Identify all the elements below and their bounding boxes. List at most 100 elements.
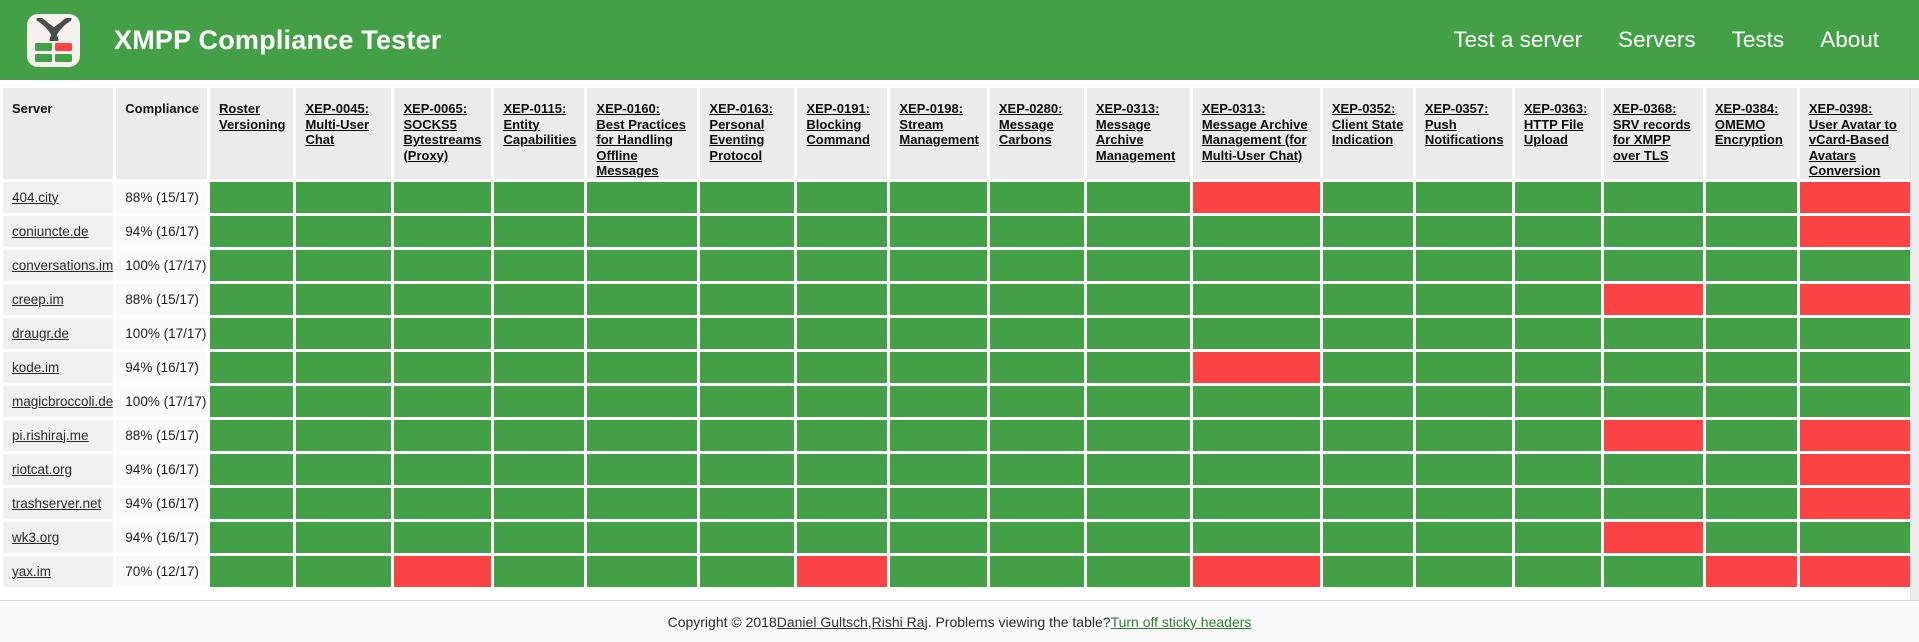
server-cell: conversations.im — [3, 249, 114, 281]
server-link[interactable]: trashserver.net — [12, 495, 102, 511]
server-cell: wk3.org — [3, 521, 114, 553]
result-cell-pass — [1514, 317, 1601, 349]
compliance-cell: 88% (15/17) — [116, 283, 207, 315]
server-row: kode.im 94% (16/17) — [3, 351, 1912, 383]
result-cell-pass — [494, 317, 585, 349]
result-cell-pass — [1705, 249, 1797, 281]
server-link[interactable]: coniuncte.de — [12, 223, 89, 239]
compliance-cell: 70% (12/17) — [116, 555, 207, 587]
xep-spec-link[interactable]: XEP-0357: Push Notifications — [1424, 101, 1504, 147]
xep-spec-link[interactable]: Roster Versioning — [218, 101, 286, 132]
compliance-value: 94% (16/17) — [125, 359, 199, 375]
compliance-cell: 88% (15/17) — [116, 419, 207, 451]
xep-spec-link[interactable]: XEP-0191: Blocking Command — [806, 101, 870, 147]
result-cell-pass — [296, 351, 392, 383]
result-cell-pass — [1705, 521, 1797, 553]
server-link[interactable]: conversations.im — [12, 257, 114, 273]
result-cell-pass — [1415, 181, 1512, 213]
result-cell-pass — [494, 181, 585, 213]
server-link[interactable]: creep.im — [12, 291, 64, 307]
nav-tests[interactable]: Tests — [1731, 27, 1785, 52]
xep-spec-link[interactable]: XEP-0198: Stream Management — [899, 101, 979, 147]
app-logo[interactable] — [27, 13, 80, 67]
result-cell-pass — [1192, 419, 1320, 451]
result-cell-pass — [1192, 317, 1320, 349]
result-cell-pass — [587, 317, 698, 349]
nav-about[interactable]: About — [1820, 27, 1879, 52]
xep-spec-link[interactable]: XEP-0313: Message Archive Management (fo… — [1201, 101, 1308, 163]
xep-spec-link[interactable]: XEP-0363: HTTP File Upload — [1523, 101, 1588, 147]
result-cell-pass — [494, 419, 585, 451]
result-cell-pass — [587, 385, 698, 417]
server-link[interactable]: wk3.org — [12, 529, 60, 545]
result-cell-pass — [1086, 521, 1190, 553]
server-row: riotcat.org 94% (16/17) — [3, 453, 1912, 485]
compliance-cell: 100% (17/17) — [116, 249, 207, 281]
xep-spec-link[interactable]: XEP-0398: User Avatar to vCard-Based Ava… — [1808, 101, 1897, 178]
result-cell-pass — [1415, 351, 1512, 383]
result-cell-pass — [1514, 283, 1601, 315]
server-link[interactable]: draugr.de — [12, 325, 70, 341]
result-cell-pass — [1603, 317, 1703, 349]
xep-spec-link[interactable]: XEP-0384: OMEMO Encryption — [1714, 101, 1783, 147]
result-cell-pass — [989, 351, 1084, 383]
column-header-xep: XEP-0115: Entity Capabilities — [494, 88, 585, 179]
result-cell-pass — [1086, 487, 1190, 519]
result-cell-pass — [1514, 351, 1601, 383]
result-cell-pass — [394, 385, 492, 417]
xep-spec-link[interactable]: XEP-0045: Multi-User Chat — [305, 101, 370, 147]
result-cell-pass — [797, 385, 888, 417]
result-cell-pass — [989, 181, 1084, 213]
problems-text: . Problems viewing the table? — [927, 613, 1111, 630]
server-row: yax.im 70% (12/17) — [3, 555, 1912, 587]
result-cell-pass — [1322, 351, 1413, 383]
server-link[interactable]: 404.city — [12, 189, 59, 205]
server-link[interactable]: magicbroccoli.de — [12, 393, 114, 409]
result-cell-pass — [989, 317, 1084, 349]
result-cell-pass — [1514, 181, 1601, 213]
vertical-scrollbar[interactable] — [1910, 88, 1919, 600]
xep-spec-link[interactable]: XEP-0352: Client State Indication — [1331, 101, 1404, 147]
result-cell-pass — [890, 453, 987, 485]
result-cell-pass — [989, 419, 1084, 451]
result-cell-pass — [494, 249, 585, 281]
nav-test-a-server[interactable]: Test a server — [1453, 27, 1583, 52]
author-link-daniel-gultsch[interactable]: Daniel Gultsch — [776, 613, 868, 630]
author-link-rishi-raj[interactable]: Rishi Raj — [871, 613, 928, 630]
result-cell-pass — [1415, 215, 1512, 247]
result-cell-pass — [1415, 453, 1512, 485]
logo-cell-green — [35, 42, 52, 51]
result-cell-pass — [1192, 487, 1320, 519]
result-cell-pass — [296, 385, 392, 417]
result-cell-pass — [494, 555, 585, 587]
xep-spec-link[interactable]: XEP-0368: SRV records for XMPP over TLS — [1612, 101, 1691, 163]
result-cell-pass — [1086, 419, 1190, 451]
server-link[interactable]: pi.rishiraj.me — [12, 427, 89, 443]
result-cell-pass — [989, 283, 1084, 315]
turn-off-sticky-headers-link[interactable]: Turn off sticky headers — [1110, 613, 1252, 630]
result-cell-pass — [209, 215, 294, 247]
result-cell-pass — [890, 487, 987, 519]
result-cell-pass — [1603, 215, 1703, 247]
result-cell-pass — [1603, 181, 1703, 213]
result-cell-pass — [1322, 249, 1413, 281]
result-cell-fail — [1799, 453, 1912, 485]
xep-spec-link[interactable]: XEP-0163: Personal Eventing Protocol — [709, 101, 773, 163]
xep-spec-link[interactable]: XEP-0313: Message Archive Management — [1095, 101, 1176, 163]
result-cell-pass — [1086, 555, 1190, 587]
xep-spec-link[interactable]: XEP-0280: Message Carbons — [998, 101, 1063, 147]
nav-servers[interactable]: Servers — [1618, 27, 1696, 52]
server-link[interactable]: riotcat.org — [12, 461, 73, 477]
result-cell-pass — [1086, 249, 1190, 281]
server-link[interactable]: yax.im — [12, 563, 52, 579]
server-link[interactable]: kode.im — [12, 359, 60, 375]
xep-spec-link[interactable]: XEP-0115: Entity Capabilities — [503, 101, 577, 147]
xep-spec-link[interactable]: XEP-0065: SOCKS5 Bytestreams (Proxy) — [403, 101, 482, 163]
result-cell-pass — [587, 487, 698, 519]
result-cell-pass — [700, 181, 795, 213]
result-cell-pass — [1603, 453, 1703, 485]
result-cell-pass — [494, 351, 585, 383]
xep-spec-link[interactable]: XEP-0160: Best Practices for Handling Of… — [596, 101, 687, 178]
result-cell-pass — [1086, 181, 1190, 213]
result-cell-pass — [1514, 487, 1601, 519]
